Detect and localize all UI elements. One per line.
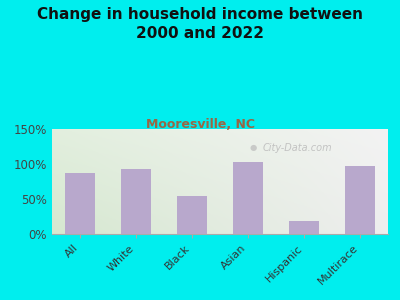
Bar [344,166,375,234]
Bar [121,169,151,234]
Text: Change in household income between
2000 and 2022: Change in household income between 2000 … [37,8,363,41]
Bar [233,162,264,234]
Bar [64,173,96,234]
Text: ●: ● [250,143,257,152]
Text: City-Data.com: City-Data.com [262,143,332,153]
Text: Mooresville, NC: Mooresville, NC [146,118,254,131]
Bar [177,196,208,234]
Bar [289,221,320,234]
